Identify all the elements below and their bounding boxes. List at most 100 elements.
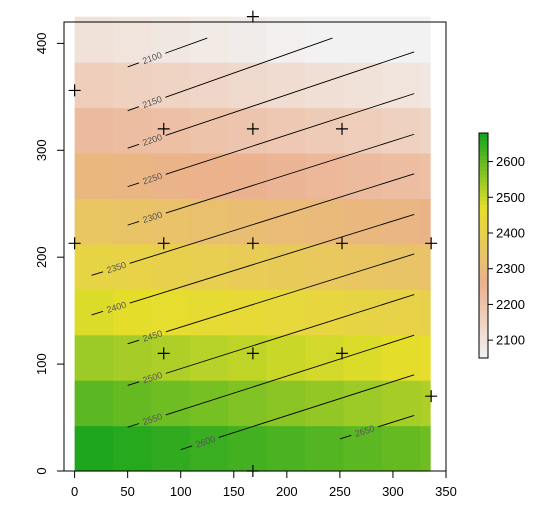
raster-cell [343, 289, 383, 336]
raster-cell [228, 425, 268, 472]
raster-cell [189, 289, 229, 336]
colorbar-swatch [479, 275, 488, 280]
colorbar-swatch [479, 298, 488, 303]
raster-cell [113, 198, 153, 245]
raster-cell [381, 425, 421, 472]
colorbar-tick-label: 2600 [496, 154, 525, 169]
colorbar-swatch [479, 211, 488, 216]
raster-cell [151, 198, 191, 245]
x-tick-label: 200 [276, 484, 298, 499]
colorbar-swatch [479, 264, 488, 269]
data-point-marker [246, 237, 259, 250]
raster-cell [189, 107, 229, 154]
colorbar-swatch [479, 151, 488, 156]
raster-cell [74, 198, 114, 245]
raster-cell [189, 62, 229, 109]
x-tick-label: 50 [120, 484, 134, 499]
raster-cell [74, 152, 114, 199]
contour-segment [165, 37, 208, 54]
colorbar-frame [478, 132, 489, 359]
colorbar-swatch [479, 223, 488, 228]
data-point-marker [157, 237, 170, 250]
raster-cell [113, 62, 153, 109]
colorbar-swatch [479, 234, 488, 239]
data-point-marker [68, 84, 81, 97]
contour-segment [218, 374, 415, 438]
colorbar-swatch [479, 268, 488, 273]
raster-cell [74, 16, 114, 63]
raster-cell [420, 62, 431, 109]
raster-cell [343, 425, 383, 472]
contour-segment [165, 334, 415, 416]
colorbar-swatch [479, 159, 488, 164]
data-point-marker [425, 390, 438, 403]
colorbar-swatch [479, 219, 488, 224]
raster-cell [113, 107, 153, 154]
colorbar-tick-label: 2200 [496, 297, 525, 312]
raster-cell [381, 243, 421, 290]
y-tick-label: 100 [34, 353, 49, 375]
colorbar-swatch [479, 249, 488, 254]
contour-segment [127, 182, 140, 188]
raster-cell [381, 152, 421, 199]
data-point-marker [157, 122, 170, 135]
colorbar-swatch [479, 241, 488, 246]
colorbar-swatch [479, 354, 488, 359]
raster-cell [381, 16, 421, 63]
colorbar-swatch [479, 200, 488, 205]
contour-segment [91, 310, 104, 316]
colorbar-swatch [479, 260, 488, 265]
raster-cell [305, 62, 345, 109]
data-point-marker [157, 347, 170, 360]
colorbar-tick-label: 2500 [496, 190, 525, 205]
raster-cell [74, 243, 114, 290]
contour-segment [127, 423, 140, 428]
raster-cell [113, 243, 153, 290]
colorbar-swatch [479, 256, 488, 261]
raster-cell [420, 425, 431, 472]
colorbar-swatch [479, 189, 488, 194]
raster-cell [420, 16, 431, 63]
raster-cell [151, 334, 191, 381]
contour-segment [180, 445, 193, 451]
raster-cell [343, 107, 383, 154]
x-tick-label: 100 [170, 484, 192, 499]
raster-cell [381, 334, 421, 381]
colorbar-swatch [479, 294, 488, 299]
raster-cell [343, 380, 383, 427]
raster-cell [228, 289, 268, 336]
data-point-marker [246, 122, 259, 135]
raster-cell [74, 289, 114, 336]
raster-cell [381, 62, 421, 109]
plot-frame [63, 21, 447, 472]
raster-cell [189, 334, 229, 381]
raster-cell [305, 16, 345, 63]
colorbar-swatch [479, 140, 488, 145]
raster-cell [305, 425, 345, 472]
colorbar-tick-label: 2100 [496, 333, 525, 348]
colorbar-swatch [479, 148, 488, 153]
colorbar-swatch [479, 155, 488, 160]
data-point-marker [68, 237, 81, 250]
data-point-marker [336, 122, 349, 135]
colorbar-swatch [479, 238, 488, 243]
contour-segment [165, 37, 333, 98]
colorbar-swatch [479, 305, 488, 310]
contour-segment [127, 143, 140, 149]
colorbar-swatch [479, 196, 488, 201]
y-axis: 0 100 200 300 400 [34, 33, 64, 475]
raster-cell [305, 198, 345, 245]
colorbar-swatch [479, 136, 488, 141]
raster-cell [266, 289, 306, 336]
raster-cell [151, 107, 191, 154]
contour-segment [127, 106, 140, 112]
raster-cell [305, 243, 345, 290]
raster-cell [151, 289, 191, 336]
raster-cell [189, 152, 229, 199]
data-point-marker [246, 347, 259, 360]
colorbar-swatch [479, 313, 488, 318]
data-point-marker [336, 237, 349, 250]
raster-cell [420, 107, 431, 154]
raster-cell [381, 289, 421, 336]
raster-cell [420, 380, 431, 427]
